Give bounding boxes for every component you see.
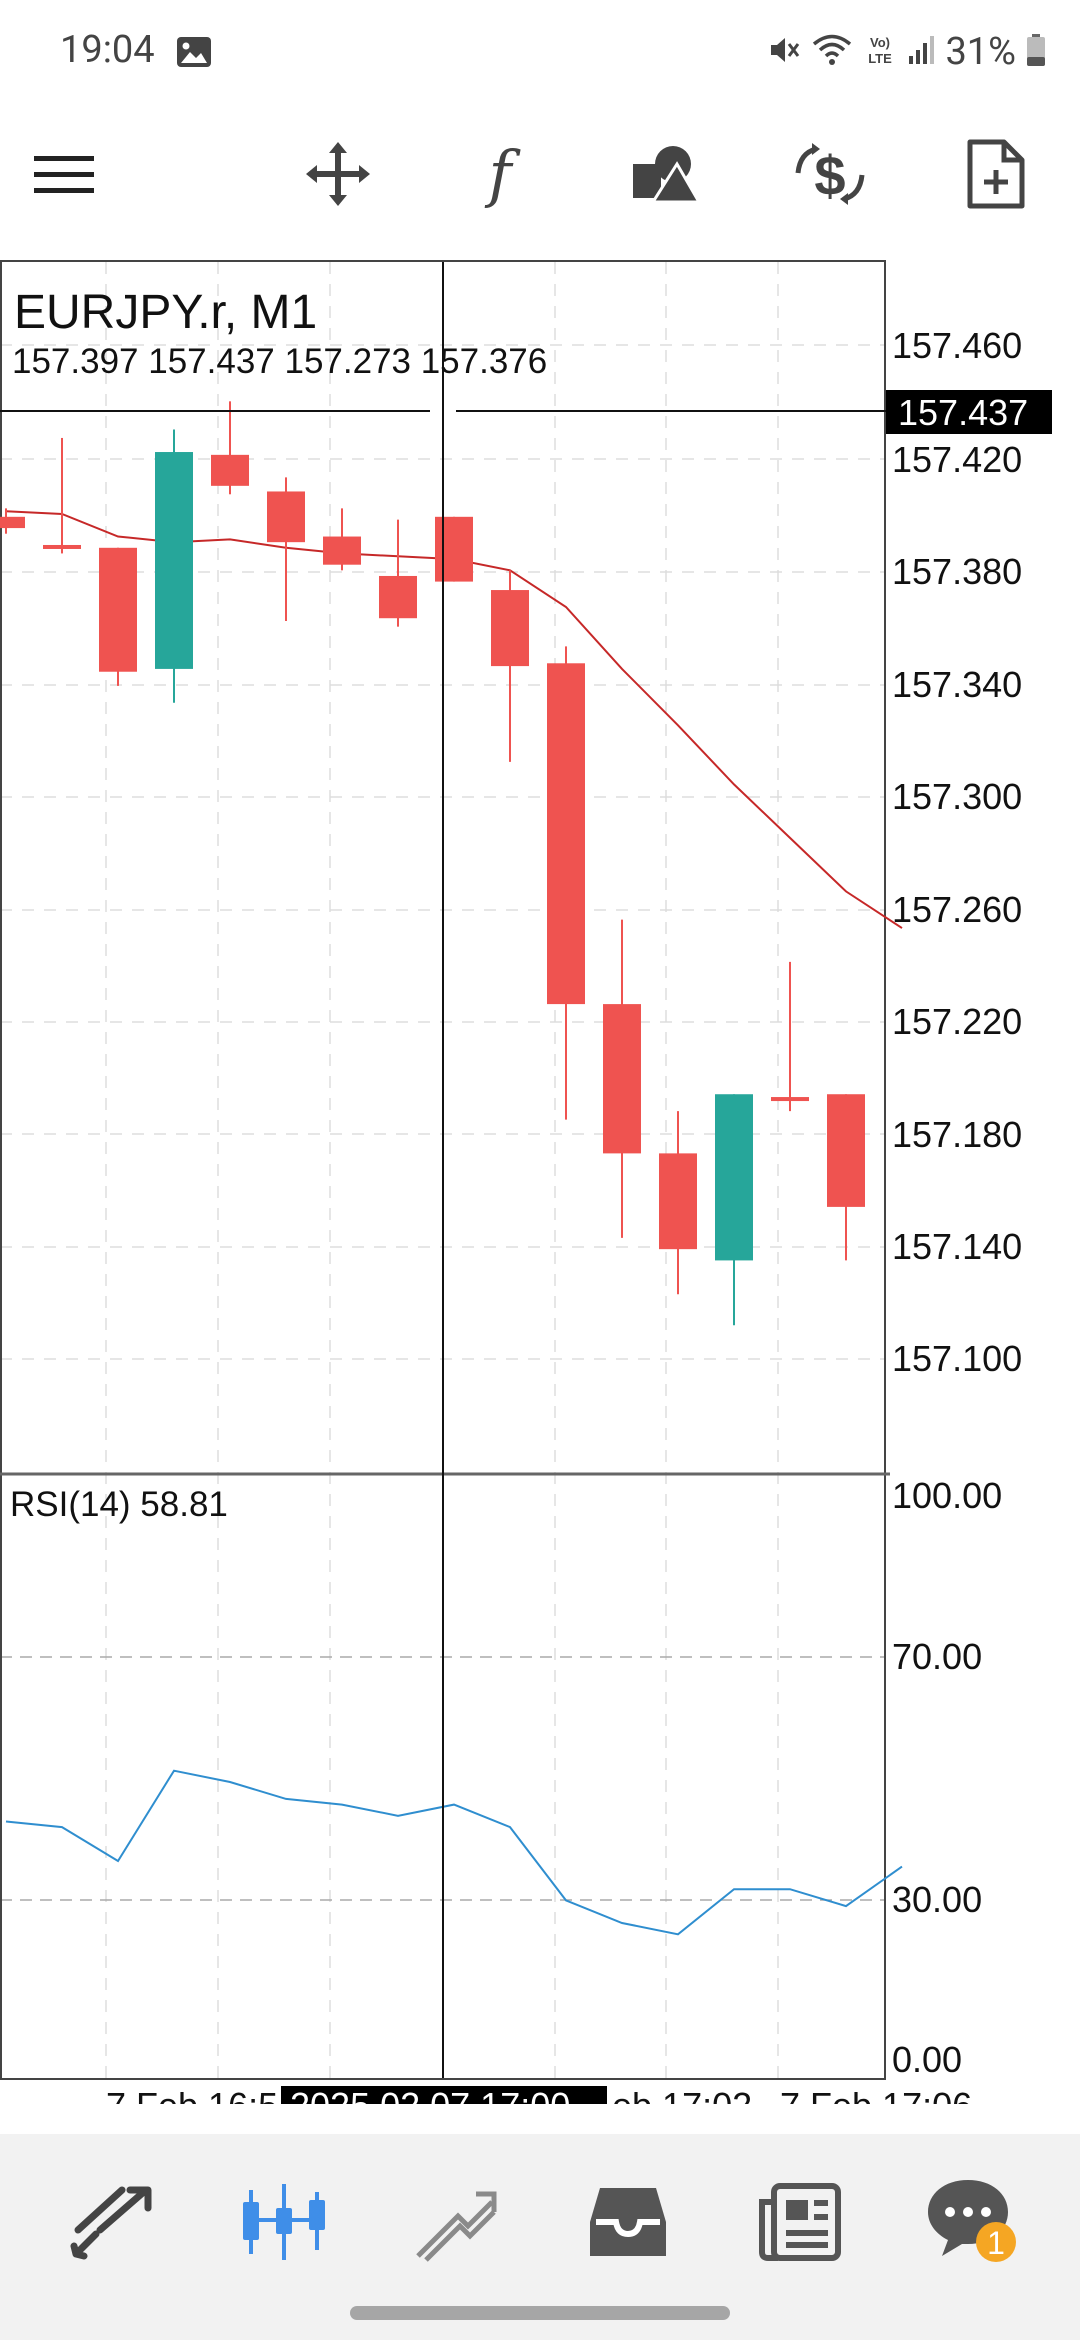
bull-candle	[715, 1094, 753, 1261]
battery-icon	[1026, 33, 1046, 71]
bear-candle	[211, 454, 249, 486]
battery-percentage: 31%	[945, 30, 1016, 74]
rsi-line	[5, 1769, 903, 1936]
svg-text:f: f	[485, 139, 522, 209]
ohlc-values: 157.397 157.437 157.273 157.376	[12, 342, 547, 381]
price-tick: 157.420	[892, 439, 1022, 480]
time-tick: 7 Feb 16:5	[106, 2085, 278, 2104]
bear-candle	[491, 590, 529, 667]
indicators-icon[interactable]: f	[462, 136, 538, 212]
quotes-icon[interactable]	[60, 2174, 164, 2270]
price-tick: 157.460	[892, 325, 1022, 366]
status-bar: 19:04 Vo) LTE 31%	[0, 0, 1080, 104]
messages-badge-count: 1	[987, 2225, 1005, 2261]
bear-candle	[771, 1097, 809, 1102]
messages-icon[interactable]: 1	[920, 2174, 1024, 2270]
time-tick: 7 Feb 17:06	[780, 2085, 972, 2104]
rsi-tick: 30.00	[892, 1879, 982, 1920]
rsi-tick: 0.00	[892, 2039, 962, 2080]
rsi-tick: 70.00	[892, 1636, 982, 1677]
trade-icon[interactable]	[404, 2174, 508, 2270]
price-tick: 157.380	[892, 551, 1022, 592]
status-time: 19:04	[60, 28, 155, 72]
bear-candle	[43, 544, 81, 549]
messages-badge	[976, 2222, 1016, 2262]
svg-text:LTE: LTE	[869, 51, 893, 66]
price-tick: 157.300	[892, 776, 1022, 817]
mute-icon	[767, 33, 801, 71]
symbol-label: EURJPY.r, M1	[14, 286, 317, 339]
bottom-navigation: 1	[0, 2134, 1080, 2340]
time-tick: eb 17:02	[612, 2085, 752, 2104]
price-tick: 157.180	[892, 1114, 1022, 1155]
volte-icon: Vo) LTE	[863, 32, 897, 72]
price-tick: 157.260	[892, 889, 1022, 930]
price-tick: 157.340	[892, 664, 1022, 705]
wifi-icon	[811, 33, 853, 71]
chart-toolbar: f $	[0, 118, 1080, 222]
bull-candle	[155, 452, 193, 669]
bear-candle	[659, 1153, 697, 1250]
chart-area[interactable]: EURJPY.r, M1 157.397 157.437 157.273 157…	[0, 258, 1080, 2128]
crosshair-time-value: 2025.02.07 17:00	[290, 2085, 570, 2104]
chart-icon[interactable]	[232, 2174, 336, 2270]
current-price-value: 157.437	[898, 392, 1028, 433]
home-indicator[interactable]	[350, 2306, 730, 2320]
signal-icon	[907, 34, 935, 70]
rsi-tick: 100.00	[892, 1475, 1002, 1516]
bear-candle	[99, 547, 137, 672]
news-icon[interactable]	[748, 2174, 852, 2270]
bear-candle	[379, 575, 417, 619]
symbol-change-icon[interactable]: $	[792, 136, 868, 212]
bear-candle	[435, 516, 473, 582]
menu-icon[interactable]	[26, 136, 102, 212]
status-icons: Vo) LTE 31%	[767, 28, 1046, 76]
crosshair-icon[interactable]	[300, 136, 376, 212]
price-tick: 157.140	[892, 1226, 1022, 1267]
svg-text:Vo): Vo)	[870, 35, 890, 50]
gallery-icon	[176, 36, 212, 72]
bear-candle	[267, 491, 305, 543]
bear-candle	[603, 1004, 641, 1154]
bear-candle	[547, 663, 585, 1005]
rsi-label: RSI(14) 58.81	[10, 1485, 228, 1524]
bear-candle	[0, 516, 25, 529]
new-order-icon[interactable]	[958, 136, 1034, 212]
bear-candle	[323, 536, 361, 565]
objects-icon[interactable]	[628, 136, 704, 212]
svg-text:$: $	[814, 144, 845, 207]
price-tick: 157.100	[892, 1338, 1022, 1379]
history-icon[interactable]	[576, 2174, 680, 2270]
current-price-tag	[886, 390, 1052, 434]
candles	[0, 401, 865, 1326]
bear-candle	[827, 1094, 865, 1207]
price-tick: 157.220	[892, 1001, 1022, 1042]
